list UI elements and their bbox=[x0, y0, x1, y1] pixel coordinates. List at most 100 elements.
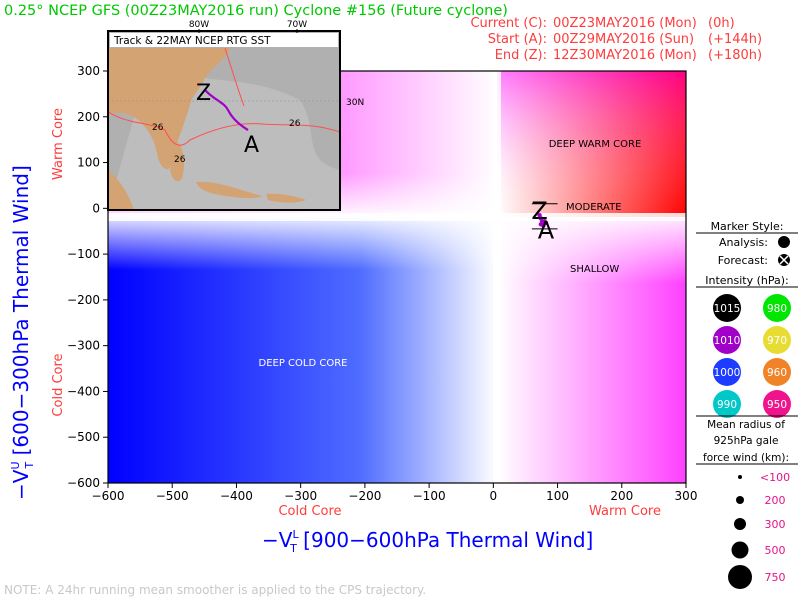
y-tick-label: −100 bbox=[67, 247, 100, 261]
radius-swatch bbox=[738, 475, 742, 479]
radius-swatch bbox=[728, 565, 752, 589]
legend-radius-title-1: Mean radius of bbox=[707, 419, 785, 431]
start-value: 00Z29MAY2016 (Sun) bbox=[553, 32, 694, 47]
end-label: End (Z): bbox=[495, 48, 547, 63]
y-axis-label-sup: U bbox=[9, 461, 22, 469]
x-tick-label: −100 bbox=[413, 489, 446, 503]
intensity-swatch-label: 990 bbox=[717, 399, 737, 411]
inset-land-cuba bbox=[196, 181, 262, 199]
radius-swatch bbox=[731, 541, 749, 559]
track-layer: ZA bbox=[531, 197, 558, 245]
y-axis-label-rest: [600−300hPa Thermal Wind] bbox=[9, 165, 33, 462]
inset-title-bg bbox=[110, 33, 338, 47]
region-deep-warm: DEEP WARM CORE bbox=[549, 139, 642, 150]
legend-radius-title-3: force wind (km): bbox=[703, 452, 789, 464]
end-value: 12Z30MAY2016 (Mon) bbox=[553, 48, 697, 63]
y-tick-label: −300 bbox=[67, 339, 100, 353]
y-tick-label: −600 bbox=[67, 476, 100, 490]
legend-marker-style-title: Marker Style: bbox=[711, 220, 784, 233]
inset-land-mexico bbox=[108, 170, 134, 210]
current-label: Current (C): bbox=[470, 16, 547, 31]
y-axis-label-sub: T bbox=[23, 461, 36, 469]
inset-land-us bbox=[108, 48, 230, 170]
x-axis-label-sub: T bbox=[289, 542, 297, 555]
radius-swatch-label: 750 bbox=[765, 571, 786, 584]
x-tick-label: −300 bbox=[284, 489, 317, 503]
region-deep-cold: DEEP COLD CORE bbox=[259, 358, 348, 369]
intensity-swatch-label: 1000 bbox=[714, 367, 741, 379]
x-tick-label: 300 bbox=[675, 489, 698, 503]
warm-core-x-label: Warm Core bbox=[589, 504, 661, 519]
x-axis-label-sup: L bbox=[292, 528, 299, 541]
ticks-layer: −600 −500 −400 −300 −200 −100 0 100 200 300 −600 −5… bbox=[67, 64, 697, 503]
y-tick-label: 200 bbox=[77, 110, 100, 124]
inset-land-hispaniola bbox=[266, 193, 306, 203]
zero-y-band bbox=[108, 213, 686, 221]
legend-intensity-swatches: 1015 980 1010 970 1000 960 990 950 bbox=[713, 294, 791, 418]
radius-swatch-label: <100 bbox=[760, 471, 790, 484]
x-axis-label: −VL T [900−600hPa Thermal Wind] bbox=[262, 528, 593, 555]
inset-lat-30n: 30N bbox=[346, 98, 364, 108]
radius-swatch-label: 500 bbox=[765, 544, 786, 557]
intensity-swatch-label: 970 bbox=[767, 335, 787, 347]
start-offset: (+144h) bbox=[708, 32, 762, 47]
intensity-swatch bbox=[763, 294, 791, 322]
legend-analysis-marker bbox=[778, 236, 790, 248]
x-tick-label: −600 bbox=[92, 489, 125, 503]
legend-forecast-marker bbox=[778, 254, 790, 266]
legend-radius-title-2: 925hPa gale bbox=[714, 435, 779, 447]
intensity-swatch bbox=[763, 358, 791, 386]
x-tick-label: −400 bbox=[220, 489, 253, 503]
warm-core-y-label: Warm Core bbox=[51, 108, 66, 180]
track-point bbox=[543, 220, 549, 226]
start-label: Start (A): bbox=[488, 32, 547, 47]
quadrant-cold-shade bbox=[108, 217, 497, 483]
intensity-swatch bbox=[713, 294, 741, 322]
inset-sst-contour-north bbox=[224, 48, 245, 107]
y-tick-label: −200 bbox=[67, 293, 100, 307]
radius-swatch-label: 200 bbox=[765, 494, 786, 507]
quadrant-warm-shade bbox=[497, 71, 686, 217]
y-axis-label-group: −VUT [600−300hPa Thermal Wind] bbox=[9, 165, 36, 500]
y-axis-label: −VUT [600−300hPa Thermal Wind] bbox=[9, 165, 36, 500]
inset-sst-label-2: 26 bbox=[174, 155, 186, 165]
cold-core-y-label: Cold Core bbox=[51, 353, 66, 416]
legend-radius-swatches: <100 200 300 500 750 bbox=[728, 471, 790, 589]
inset-lon-70w: 70W bbox=[287, 20, 307, 30]
current-value: 00Z23MAY2016 (Mon) bbox=[553, 16, 697, 31]
intensity-swatch-label: 950 bbox=[767, 399, 787, 411]
plot-frame bbox=[107, 70, 687, 484]
inset-title: Track & 22MAY NCEP RTG SST bbox=[113, 35, 271, 47]
radius-swatch bbox=[734, 518, 746, 530]
zero-x-band bbox=[493, 71, 501, 483]
track-marker-z: Z bbox=[531, 197, 547, 225]
intensity-swatch bbox=[713, 326, 741, 354]
track-point bbox=[539, 218, 545, 224]
x-tick-label: 0 bbox=[490, 489, 498, 503]
x-tick-label: −200 bbox=[348, 489, 381, 503]
y-axis-label-main: −V bbox=[9, 469, 33, 500]
inset-sst-label-3: 26 bbox=[289, 119, 301, 129]
intensity-swatch-label: 1010 bbox=[714, 335, 741, 347]
legend: Marker Style: Analysis: Forecast: Intens… bbox=[696, 220, 798, 589]
intensity-swatch bbox=[763, 326, 791, 354]
y-tick-label: 300 bbox=[77, 64, 100, 78]
radius-swatch-label: 300 bbox=[765, 518, 786, 531]
inset-map: Z A 26 26 26 Track & 22MAY NCEP RTG SST … bbox=[107, 20, 364, 211]
x-tick-label: −500 bbox=[156, 489, 189, 503]
y-tick-label: −400 bbox=[67, 384, 100, 398]
inset-land-florida bbox=[170, 142, 185, 182]
inset-lon-80w: 80W bbox=[189, 20, 209, 30]
legend-intensity-title: Intensity (hPa): bbox=[705, 274, 789, 287]
intensity-swatch-label: 980 bbox=[767, 303, 787, 315]
region-shallow: SHALLOW bbox=[570, 264, 619, 275]
inset-track-marker-a: A bbox=[244, 133, 259, 158]
legend-analysis-label: Analysis: bbox=[719, 236, 768, 249]
radius-swatch bbox=[736, 496, 744, 504]
intensity-swatch-label: 1015 bbox=[714, 303, 741, 315]
current-offset: (0h) bbox=[708, 16, 735, 31]
x-axis-label-rest: [900−600hPa Thermal Wind] bbox=[297, 528, 594, 552]
x-tick-label: 100 bbox=[546, 489, 569, 503]
y-tick-label: 100 bbox=[77, 156, 100, 170]
